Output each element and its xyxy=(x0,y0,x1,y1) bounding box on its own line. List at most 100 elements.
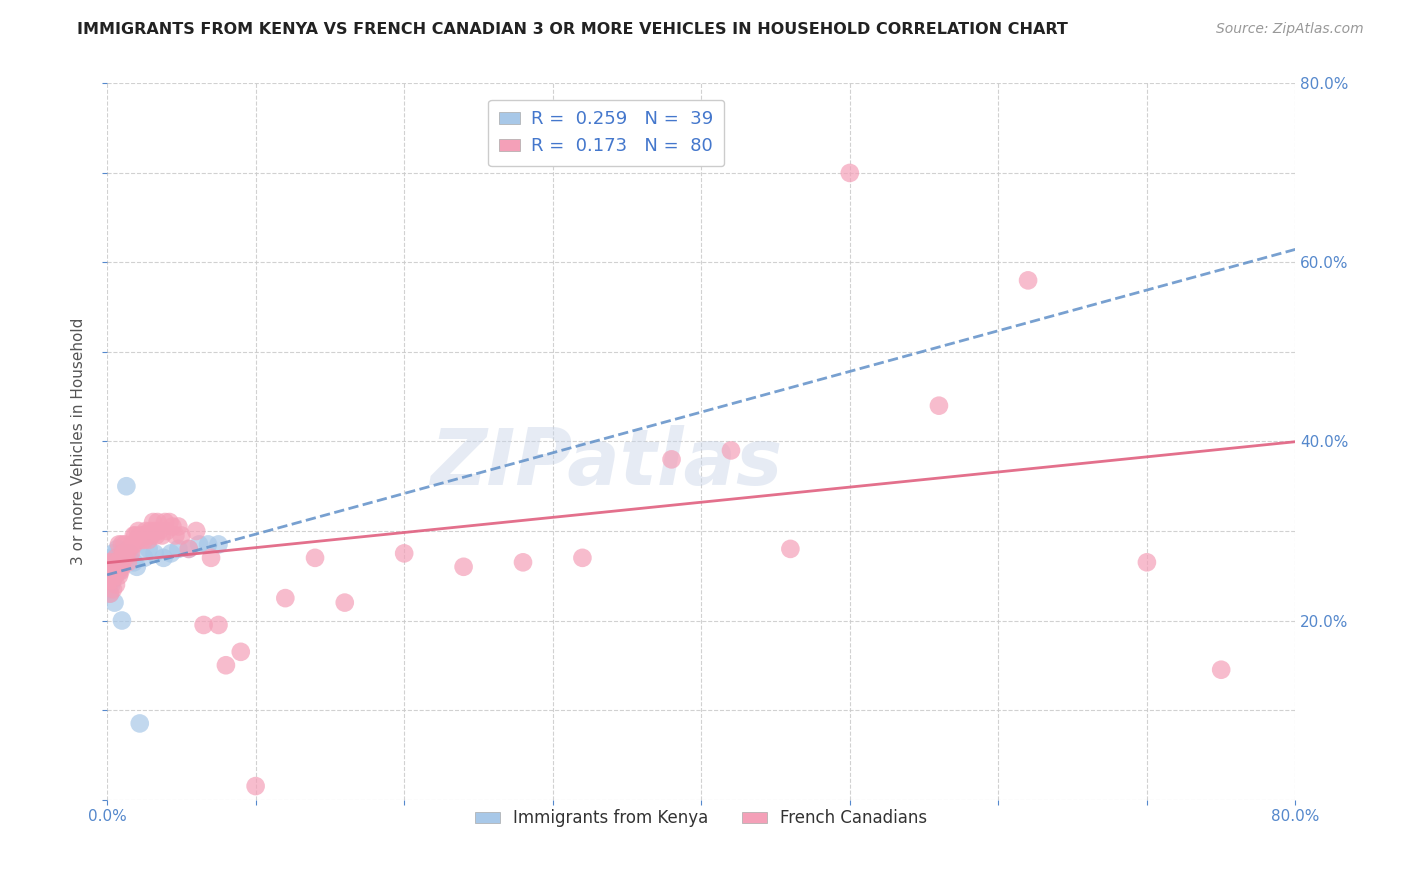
Point xyxy=(97,582,120,597)
Point xyxy=(215,658,238,673)
Point xyxy=(98,568,121,582)
Y-axis label: 3 or more Vehicles in Household: 3 or more Vehicles in Household xyxy=(72,318,86,566)
Point xyxy=(100,564,122,578)
Point xyxy=(100,550,122,565)
Point xyxy=(134,550,156,565)
Point xyxy=(115,479,138,493)
Point xyxy=(110,555,132,569)
Point xyxy=(97,555,120,569)
Point xyxy=(177,541,200,556)
Point xyxy=(177,541,200,556)
Text: IMMIGRANTS FROM KENYA VS FRENCH CANADIAN 3 OR MORE VEHICLES IN HOUSEHOLD CORRELA: IMMIGRANTS FROM KENYA VS FRENCH CANADIAN… xyxy=(77,22,1069,37)
Point xyxy=(128,528,150,542)
Point xyxy=(143,524,166,538)
Point xyxy=(97,568,120,582)
Point xyxy=(97,555,120,569)
Point xyxy=(155,524,177,538)
Point xyxy=(115,546,138,560)
Point xyxy=(138,541,160,556)
Point xyxy=(135,524,157,538)
Point xyxy=(142,515,165,529)
Legend: Immigrants from Kenya, French Canadians: Immigrants from Kenya, French Canadians xyxy=(468,803,934,834)
Point xyxy=(118,541,141,556)
Point xyxy=(838,166,860,180)
Point xyxy=(153,515,176,529)
Point xyxy=(333,596,356,610)
Point xyxy=(1136,555,1159,569)
Point xyxy=(107,541,129,556)
Point xyxy=(107,555,129,569)
Point xyxy=(148,524,170,538)
Point xyxy=(200,550,222,565)
Point xyxy=(121,537,143,551)
Point xyxy=(141,528,163,542)
Point xyxy=(124,528,146,542)
Point xyxy=(98,587,121,601)
Point xyxy=(108,568,131,582)
Point xyxy=(127,524,149,538)
Point xyxy=(720,443,742,458)
Point xyxy=(304,550,326,565)
Point xyxy=(122,528,145,542)
Point xyxy=(132,528,155,542)
Point xyxy=(98,568,121,582)
Point xyxy=(274,591,297,606)
Point xyxy=(111,537,134,551)
Point xyxy=(108,537,131,551)
Point xyxy=(1211,663,1233,677)
Point xyxy=(103,559,125,574)
Text: Source: ZipAtlas.com: Source: ZipAtlas.com xyxy=(1216,22,1364,37)
Point xyxy=(104,550,127,565)
Point xyxy=(101,546,124,560)
Point xyxy=(392,546,415,560)
Point xyxy=(122,555,145,569)
Point xyxy=(107,564,129,578)
Point xyxy=(101,555,124,569)
Point xyxy=(779,541,801,556)
Point xyxy=(134,533,156,547)
Point xyxy=(108,564,131,578)
Point xyxy=(143,546,166,560)
Point xyxy=(1017,273,1039,287)
Point xyxy=(138,533,160,547)
Point xyxy=(165,528,187,542)
Point xyxy=(101,573,124,587)
Point xyxy=(100,573,122,587)
Point xyxy=(661,452,683,467)
Point xyxy=(207,537,229,551)
Point xyxy=(186,524,208,538)
Point xyxy=(128,716,150,731)
Point xyxy=(104,577,127,591)
Point xyxy=(117,555,139,569)
Point xyxy=(129,533,152,547)
Point xyxy=(152,550,174,565)
Point xyxy=(120,546,142,560)
Point xyxy=(167,541,190,556)
Point xyxy=(107,559,129,574)
Point xyxy=(188,537,211,551)
Point xyxy=(571,550,593,565)
Point xyxy=(98,564,121,578)
Point xyxy=(146,515,169,529)
Point xyxy=(150,528,173,542)
Point xyxy=(114,550,136,565)
Point xyxy=(125,559,148,574)
Point xyxy=(104,550,127,565)
Point xyxy=(101,555,124,569)
Point xyxy=(103,559,125,574)
Point xyxy=(97,573,120,587)
Point xyxy=(145,528,167,542)
Point xyxy=(103,596,125,610)
Point xyxy=(245,779,267,793)
Point xyxy=(97,573,120,587)
Point xyxy=(453,559,475,574)
Point xyxy=(125,533,148,547)
Point xyxy=(170,528,193,542)
Point xyxy=(98,564,121,578)
Point xyxy=(111,559,134,574)
Point xyxy=(136,528,159,542)
Point xyxy=(112,546,135,560)
Point xyxy=(100,564,122,578)
Point xyxy=(197,537,219,551)
Point xyxy=(103,568,125,582)
